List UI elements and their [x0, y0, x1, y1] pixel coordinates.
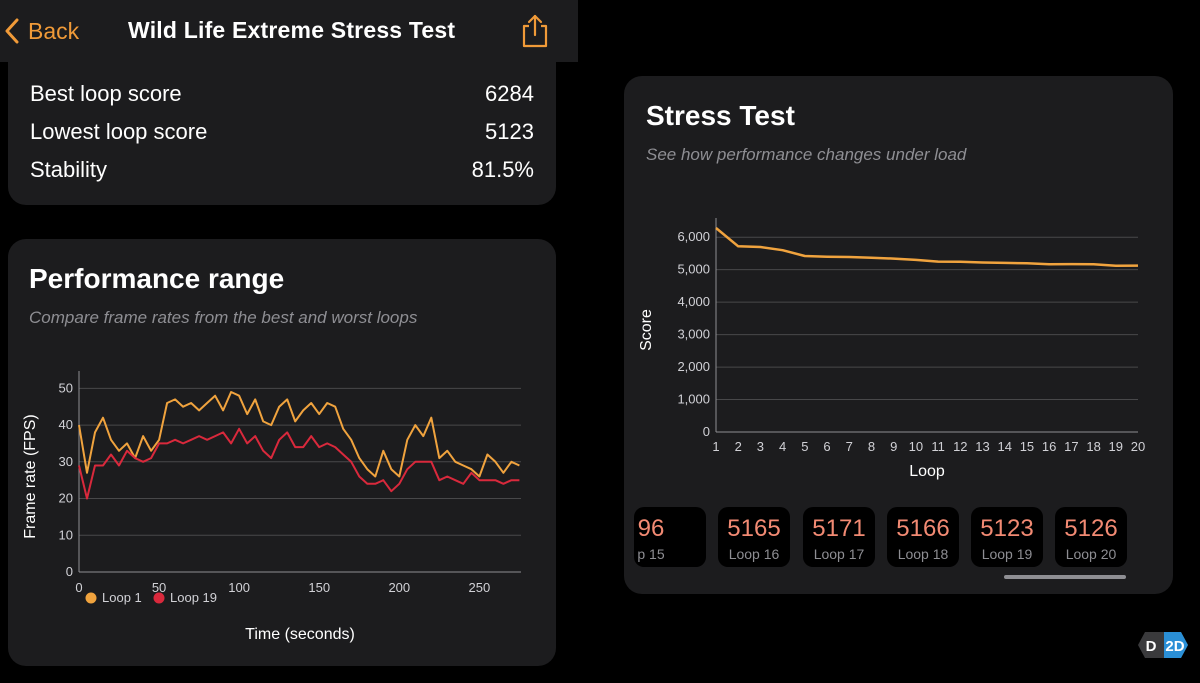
score-row-lowest: Lowest loop score 5123 — [30, 119, 534, 145]
loop-tile-19[interactable]: 5123 Loop 19 — [971, 507, 1043, 567]
score-label: Stability — [30, 157, 108, 182]
loop-tile-15[interactable]: 96 p 15 — [634, 507, 706, 567]
x-tick-label: 3 — [757, 439, 764, 454]
scores-card: Best loop score 6284 Lowest loop score 5… — [8, 55, 556, 205]
x-tick-label: 5 — [801, 439, 808, 454]
stress-subtitle: See how performance changes under load — [646, 145, 967, 164]
loop-tile-label: Loop 17 — [813, 546, 865, 562]
x-tick-label: 7 — [846, 439, 853, 454]
y-tick-label: 0 — [703, 424, 710, 439]
loop-tile-20[interactable]: 5126 Loop 20 — [1055, 507, 1127, 567]
performance-title: Performance range — [29, 263, 285, 294]
series-line-2 — [78, 427, 520, 500]
loop-tile-value: 96 — [637, 515, 665, 542]
score-row-best: Best loop score 6284 — [30, 81, 534, 107]
series-line-1 — [715, 227, 1139, 267]
score-label: Lowest loop score — [30, 119, 208, 144]
legend-label-1: Loop 1 — [102, 590, 142, 605]
x-tick-label: 15 — [1020, 439, 1034, 454]
x-tick-label: 150 — [308, 580, 330, 595]
y-tick-label: 40 — [59, 417, 73, 432]
y-tick-label: 10 — [59, 527, 73, 542]
nav-bar: Back Wild Life Extreme Stress Test — [0, 0, 578, 62]
y-tick-label: 4,000 — [677, 294, 710, 309]
loop-tile-value: 5126 — [1064, 515, 1118, 542]
x-tick-label: 8 — [868, 439, 875, 454]
x-tick-label: 2 — [735, 439, 742, 454]
x-tick-label: 4 — [779, 439, 786, 454]
y-axis-label: Frame rate (FPS) — [22, 414, 39, 538]
y-tick-label: 0 — [66, 564, 73, 579]
loop-tile-label: Loop 19 — [981, 546, 1033, 562]
legend-label-2: Loop 19 — [170, 590, 217, 605]
loop-tile-value: 5123 — [980, 515, 1034, 542]
x-tick-label: 13 — [975, 439, 989, 454]
x-tick-label: 9 — [890, 439, 897, 454]
x-tick-label: 200 — [388, 580, 410, 595]
score-value: 6284 — [485, 81, 534, 106]
loop-tile-value: 5171 — [812, 515, 866, 542]
loop-tile-value: 5165 — [727, 515, 781, 542]
y-tick-label: 20 — [59, 491, 73, 506]
svg-text:D: D — [1146, 638, 1157, 655]
score-label: Best loop score — [30, 81, 182, 106]
loop-tile-value: 5166 — [896, 515, 950, 542]
x-tick-label: 19 — [1109, 439, 1123, 454]
x-tick-label: 17 — [1064, 439, 1078, 454]
x-tick-label: 11 — [931, 439, 945, 454]
d2d-logo: D 2D — [1138, 632, 1188, 658]
page-title: Wild Life Extreme Stress Test — [128, 17, 456, 43]
score-row-stability: Stability 81.5% — [30, 157, 534, 183]
loop-tile-label: Loop 18 — [897, 546, 949, 562]
x-tick-label: 12 — [953, 439, 967, 454]
loop-tile-17[interactable]: 5171 Loop 17 — [803, 507, 875, 567]
chevron-left-icon — [5, 18, 19, 44]
x-tick-label: 250 — [469, 580, 491, 595]
loop-tile-label: p 15 — [637, 546, 665, 562]
y-tick-label: 50 — [59, 380, 73, 395]
y-axis-label: Score — [638, 309, 655, 351]
y-tick-label: 5,000 — [677, 262, 710, 277]
loop-tile-label: Loop 16 — [728, 546, 780, 562]
x-tick-label: 14 — [998, 439, 1012, 454]
x-tick-label: 6 — [823, 439, 830, 454]
performance-chart: 0 10 20 30 40 50 0 50 100 150 200 250 Time (seconds)… — [22, 371, 521, 643]
x-tick-label: 16 — [1042, 439, 1056, 454]
x-tick-label: 10 — [909, 439, 923, 454]
score-value: 81.5% — [471, 157, 534, 182]
x-tick-label: 50 — [152, 580, 166, 595]
loop-tile-label: Loop 20 — [1065, 546, 1117, 562]
x-axis-label: Loop — [909, 463, 945, 480]
loop-tile-18[interactable]: 5166 Loop 18 — [887, 507, 959, 567]
y-tick-label: 1,000 — [677, 392, 710, 407]
series-line-1 — [78, 391, 520, 478]
x-tick-label: 100 — [228, 580, 250, 595]
score-value: 5123 — [485, 119, 534, 144]
horizontal-scrollbar[interactable] — [1004, 575, 1126, 579]
svg-text:2D: 2D — [1165, 638, 1184, 655]
legend-dot-1 — [85, 592, 97, 604]
x-tick-label: 1 — [712, 439, 719, 454]
y-tick-label: 30 — [59, 454, 73, 469]
x-tick-label: 0 — [75, 580, 82, 595]
legend-dot-2 — [153, 592, 165, 604]
y-tick-label: 6,000 — [677, 229, 710, 244]
share-icon[interactable] — [520, 13, 550, 49]
stress-title: Stress Test — [646, 100, 795, 131]
x-tick-label: 18 — [1086, 439, 1100, 454]
loop-tile-16[interactable]: 5165 Loop 16 — [718, 507, 790, 567]
performance-range-card: Performance range Compare frame rates fr… — [8, 239, 556, 666]
back-label: Back — [28, 17, 80, 44]
x-tick-label: 20 — [1131, 439, 1145, 454]
back-button[interactable]: Back — [4, 14, 79, 48]
performance-subtitle: Compare frame rates from the best and wo… — [29, 308, 418, 327]
y-tick-label: 2,000 — [677, 359, 710, 374]
y-tick-label: 3,000 — [677, 327, 710, 342]
x-axis-label: Time (seconds) — [245, 626, 355, 643]
